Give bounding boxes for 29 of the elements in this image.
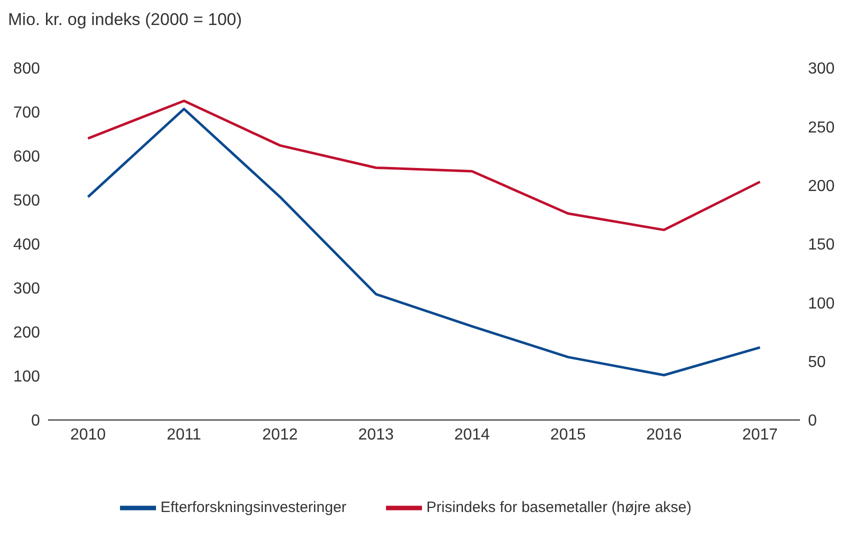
x-tick-label: 2010 xyxy=(70,426,106,444)
y-tick-label: 600 xyxy=(13,148,40,166)
y2-tick-label: 250 xyxy=(808,119,835,136)
y-tick-label: 300 xyxy=(13,280,40,298)
x-tick-label: 2012 xyxy=(262,426,298,444)
y2-tick-label: 150 xyxy=(808,236,835,254)
y-tick-label: 500 xyxy=(13,192,40,210)
legend-label: Efterforskningsinvesteringer xyxy=(160,498,346,516)
y2-tick-label: 300 xyxy=(808,60,835,78)
y2-tick-label: 200 xyxy=(808,178,835,196)
y-tick-label: 700 xyxy=(13,104,40,122)
y-tick-label: 200 xyxy=(13,324,40,342)
x-tick-label: 2017 xyxy=(742,426,778,444)
x-tick-label: 2015 xyxy=(550,426,586,444)
x-tick-label: 2014 xyxy=(454,426,490,444)
x-tick-label: 2011 xyxy=(166,426,202,444)
legend-label: Prisindeks for basemetaller (højre akse) xyxy=(426,498,692,516)
y2-tick-label: 100 xyxy=(808,295,835,312)
line-series xyxy=(86,108,762,376)
x-tick-label: 2016 xyxy=(646,426,682,444)
y2-tick-label: 0 xyxy=(808,412,817,430)
y-tick-label: 400 xyxy=(13,236,40,254)
y-tick-label: 0 xyxy=(31,412,40,430)
y2-tick-label: 50 xyxy=(808,354,826,372)
y-tick-label: 800 xyxy=(13,60,40,78)
y-tick-label: 100 xyxy=(13,368,40,386)
line-series xyxy=(86,100,762,232)
chart-title: Mio. kr. og indeks (2000 = 100) xyxy=(8,10,242,30)
x-tick-label: 2013 xyxy=(358,426,394,444)
